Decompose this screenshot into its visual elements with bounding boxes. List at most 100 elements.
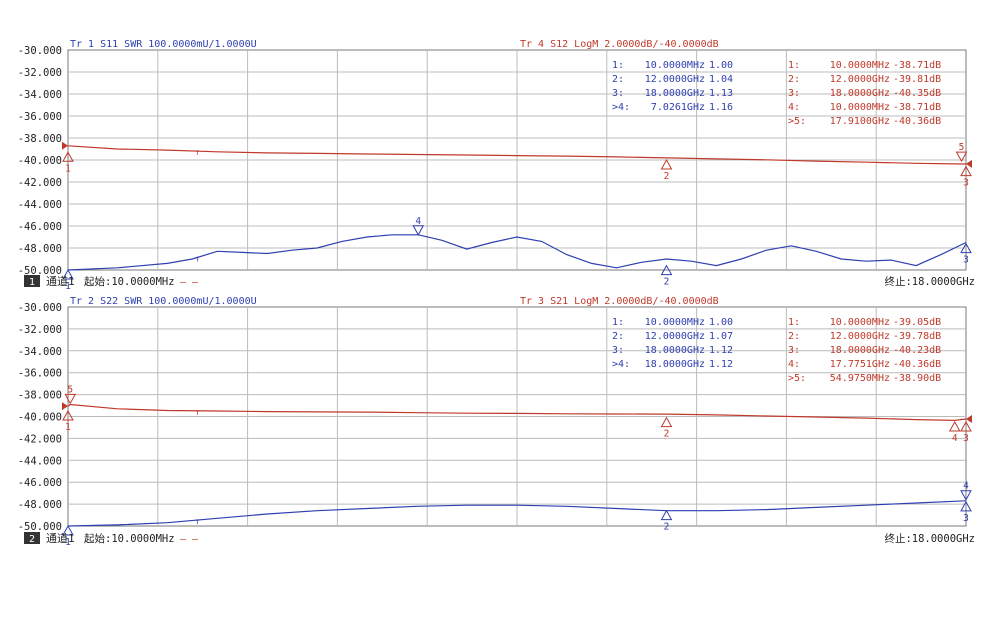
blue-marker-row-value: 1.00 bbox=[709, 60, 733, 71]
red-marker-row-freq: 12.0000GHz bbox=[830, 331, 890, 342]
trace-title-red: Tr 4 S12 LogM 2.0000dB/-40.0000dB bbox=[520, 39, 719, 50]
red-marker-row-id: 3: bbox=[788, 88, 800, 99]
blue-marker-row-value: 1.13 bbox=[709, 88, 733, 99]
y-tick-label: -50.000 bbox=[18, 265, 62, 277]
channel-badge-number: 1 bbox=[29, 277, 35, 288]
blue-trace-arrow: ↑ bbox=[195, 254, 200, 264]
red-marker-row-value: -40.35dB bbox=[893, 88, 941, 99]
blue-trace-arrow: ↑ bbox=[195, 517, 200, 527]
red-marker-row-value: -40.36dB bbox=[893, 359, 941, 370]
red-marker-row-value: -38.90dB bbox=[893, 373, 941, 384]
red-marker-row-value: -40.36dB bbox=[893, 116, 941, 127]
y-tick-label: -38.000 bbox=[18, 133, 62, 145]
y-tick-label: -46.000 bbox=[18, 477, 62, 489]
red-marker-label: 5 bbox=[67, 384, 73, 395]
channel-label: 通道1 bbox=[46, 531, 75, 545]
blue-marker-3-icon bbox=[960, 500, 972, 512]
red-marker-row-freq: 54.9750MHz bbox=[830, 373, 890, 384]
red-marker-row-id: 3: bbox=[788, 345, 800, 356]
channel-badge[interactable] bbox=[24, 275, 40, 287]
red-marker-row-id: 1: bbox=[788, 60, 800, 71]
channel-badge-number: 2 bbox=[29, 534, 35, 545]
blue-marker-row-id: >4: bbox=[612, 102, 630, 113]
red-trace-arrow: ↑ bbox=[195, 408, 200, 418]
y-tick-label: -30.000 bbox=[18, 45, 62, 57]
blue-marker-row-value: 1.12 bbox=[709, 359, 733, 370]
red-marker-row-freq: 10.0000MHz bbox=[830, 317, 890, 328]
red-marker-row-value: -39.05dB bbox=[893, 317, 941, 328]
blue-marker-row-id: 3: bbox=[612, 88, 624, 99]
y-tick-label: -38.000 bbox=[18, 390, 62, 402]
red-marker-label: 3 bbox=[963, 178, 969, 189]
y-tick-label: -40.000 bbox=[18, 412, 62, 424]
y-tick-label: -48.000 bbox=[18, 243, 62, 255]
red-marker-5-icon bbox=[64, 393, 77, 405]
ref-arrow-left-icon bbox=[62, 141, 68, 150]
channel-badge[interactable] bbox=[24, 532, 40, 544]
blue-marker-row-value: 1.07 bbox=[709, 331, 733, 342]
red-marker-label: 2 bbox=[664, 171, 670, 182]
y-tick-label: -50.000 bbox=[18, 521, 62, 533]
blue-marker-row-freq: 18.0000GHz bbox=[645, 359, 705, 370]
red-marker-row-id: 2: bbox=[788, 74, 800, 85]
red-marker-1-icon bbox=[62, 151, 74, 162]
red-marker-row-id: 4: bbox=[788, 102, 800, 113]
blue-marker-3-icon bbox=[960, 242, 972, 254]
red-marker-row-freq: 10.0000MHz bbox=[830, 60, 890, 71]
y-tick-label: -48.000 bbox=[18, 499, 62, 511]
blue-marker-label: 1 bbox=[65, 537, 71, 548]
y-tick-label: -34.000 bbox=[18, 346, 62, 358]
start-frequency: 起始:10.0000MHz bbox=[84, 275, 175, 288]
y-tick-label: -42.000 bbox=[18, 433, 62, 445]
start-frequency: 起始:10.0000MHz bbox=[84, 532, 175, 545]
red-marker-label: 4 bbox=[952, 433, 958, 444]
blue-marker-2-icon bbox=[660, 264, 673, 276]
y-tick-label: -32.000 bbox=[18, 324, 62, 336]
blue-marker-row-id: 1: bbox=[612, 317, 624, 328]
blue-marker-label: 4 bbox=[963, 481, 969, 492]
trace-title-blue: Tr 2 S22 SWR 100.0000mU/1.0000U bbox=[70, 296, 257, 307]
blue-marker-row-id: 1: bbox=[612, 60, 624, 71]
red-marker-1-icon bbox=[62, 409, 74, 421]
blue-marker-row-freq: 12.0000GHz bbox=[645, 331, 705, 342]
red-marker-label: 2 bbox=[664, 429, 670, 440]
red-marker-row-id: >5: bbox=[788, 373, 806, 384]
red-marker-row-id: 1: bbox=[788, 317, 800, 328]
red-marker-4-icon bbox=[948, 420, 961, 432]
red-marker-row-value: -39.81dB bbox=[893, 74, 941, 85]
blue-marker-row-freq: 10.0000MHz bbox=[645, 317, 705, 328]
blue-marker-row-freq: 18.0000GHz bbox=[645, 345, 705, 356]
blue-marker-row-value: 1.16 bbox=[709, 102, 733, 113]
red-marker-row-freq: 10.0000MHz bbox=[830, 102, 890, 113]
red-marker-3-icon bbox=[960, 420, 972, 432]
blue-marker-row-freq: 12.0000GHz bbox=[645, 74, 705, 85]
ref-arrow-left-icon bbox=[62, 402, 68, 411]
stop-frequency: 终止:18.0000GHz bbox=[884, 532, 975, 545]
ref-arrow-right-icon bbox=[966, 415, 972, 424]
red-trace-line bbox=[67, 403, 967, 422]
red-marker-row-id: >5: bbox=[788, 116, 806, 127]
y-tick-label: -42.000 bbox=[18, 177, 62, 189]
blue-marker-row-value: 1.12 bbox=[709, 345, 733, 356]
y-tick-label: -44.000 bbox=[18, 199, 62, 211]
red-marker-row-freq: 17.7751GHz bbox=[830, 359, 890, 370]
red-marker-2-icon bbox=[660, 158, 673, 170]
red-marker-row-value: -39.78dB bbox=[893, 331, 941, 342]
blue-marker-label: 2 bbox=[664, 522, 670, 533]
blue-marker-row-freq: 7.0261GHz bbox=[651, 102, 705, 113]
red-marker-row-value: -38.71dB bbox=[893, 60, 941, 71]
blue-marker-label: 2 bbox=[664, 277, 670, 288]
channel-label: 通道1 bbox=[46, 274, 75, 288]
red-trace-line bbox=[67, 145, 967, 165]
red-trace-arrow: ↑ bbox=[195, 148, 200, 158]
ref-arrow-right-icon bbox=[966, 159, 972, 168]
blue-marker-2-icon bbox=[660, 509, 673, 521]
red-marker-5-icon bbox=[955, 151, 968, 163]
red-marker-row-id: 2: bbox=[788, 331, 800, 342]
blue-marker-4-icon bbox=[412, 225, 425, 236]
blue-trace-line bbox=[67, 500, 967, 527]
red-marker-row-freq: 17.9100GHz bbox=[830, 116, 890, 127]
y-tick-label: -34.000 bbox=[18, 89, 62, 101]
y-tick-label: -36.000 bbox=[18, 111, 62, 123]
blue-marker-row-id: 2: bbox=[612, 74, 624, 85]
